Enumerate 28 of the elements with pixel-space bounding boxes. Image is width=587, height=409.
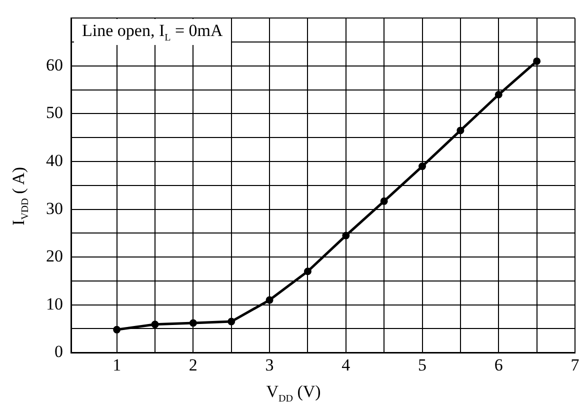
x-tick-label: 2 xyxy=(188,355,198,374)
x-tick-label: 4 xyxy=(342,355,351,374)
point xyxy=(494,90,502,98)
x-tick-label: 7 xyxy=(570,355,580,374)
y-tick-label: 40 xyxy=(46,150,63,170)
point xyxy=(342,232,350,240)
y-tick-label: 30 xyxy=(46,198,63,218)
point xyxy=(380,197,388,205)
y-tick-label: 50 xyxy=(46,103,63,122)
point xyxy=(151,320,159,328)
point xyxy=(533,57,541,65)
x-tick-label: 6 xyxy=(494,355,503,374)
point xyxy=(189,319,197,327)
point xyxy=(418,162,426,170)
y-tick-label: 60 xyxy=(46,55,63,74)
annotation: Line open, I$_{L}$ = 0mA xyxy=(74,19,231,46)
point xyxy=(304,268,312,276)
x-tick-label: 3 xyxy=(265,355,274,374)
x-tick-label: 5 xyxy=(418,355,427,374)
y-tick-label: 10 xyxy=(46,294,63,314)
point xyxy=(266,296,274,304)
point xyxy=(228,318,236,326)
x-axis-title: V$_{DD}$ (V) xyxy=(265,382,322,404)
point xyxy=(456,126,464,134)
x-tick-label: 1 xyxy=(112,355,122,374)
y-tick-label: 20 xyxy=(46,246,63,266)
y-tick-label: 0 xyxy=(54,342,63,362)
point xyxy=(113,326,121,334)
